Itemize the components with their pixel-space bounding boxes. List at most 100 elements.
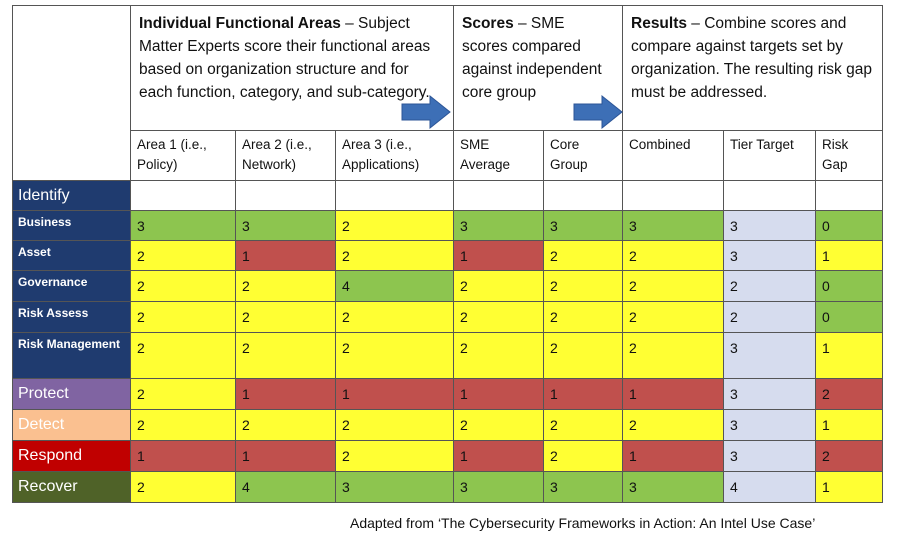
score: 3 <box>550 479 558 495</box>
value-cell: 2 <box>622 270 724 302</box>
value-cell: 2 <box>235 332 336 379</box>
value-cell: 2 <box>453 409 544 441</box>
value-cell: 2 <box>235 270 336 302</box>
value-cell: 2 <box>130 332 236 379</box>
value-cell: 3 <box>622 471 724 503</box>
column-label: Combined <box>629 137 691 152</box>
score: 1 <box>242 386 250 402</box>
value-cell: 2 <box>543 332 623 379</box>
value-cell: 2 <box>543 409 623 441</box>
row-label: Recover <box>18 478 78 495</box>
column-header: Combined <box>622 130 724 181</box>
value-cell: 2 <box>622 240 724 271</box>
score: 2 <box>822 448 830 464</box>
score: 3 <box>137 218 145 234</box>
score: 2 <box>550 417 558 433</box>
score: 2 <box>629 309 637 325</box>
value-cell: 1 <box>453 240 544 271</box>
value-cell: 2 <box>622 332 724 379</box>
row-label: Risk Management <box>18 337 121 351</box>
score: 1 <box>550 386 558 402</box>
column-label: Risk Gap <box>822 137 849 172</box>
value-cell: 2 <box>543 440 623 472</box>
row-header: Detect <box>12 409 131 441</box>
value-cell: 3 <box>723 240 816 271</box>
score: 4 <box>730 479 738 495</box>
score: 3 <box>550 218 558 234</box>
score: 1 <box>137 448 145 464</box>
corner-cell <box>12 5 131 181</box>
column-label: Core Group <box>550 137 588 172</box>
score: 2 <box>629 340 637 356</box>
value-cell: 3 <box>543 471 623 503</box>
score: 2 <box>550 278 558 294</box>
value-cell: 1 <box>235 378 336 410</box>
row-header: Respond <box>12 440 131 472</box>
value-cell: 0 <box>815 301 883 333</box>
value-cell: 3 <box>453 471 544 503</box>
value-cell: 1 <box>815 332 883 379</box>
value-cell: 2 <box>130 270 236 302</box>
row-label: Business <box>18 215 72 229</box>
score: 2 <box>460 278 468 294</box>
value-cell: 2 <box>130 471 236 503</box>
score: 3 <box>342 479 350 495</box>
value-cell: 1 <box>622 440 724 472</box>
value-cell: 3 <box>723 440 816 472</box>
value-cell: 2 <box>335 240 454 271</box>
score: 2 <box>242 309 250 325</box>
value-cell: 3 <box>723 332 816 379</box>
value-cell <box>235 180 336 211</box>
score: 1 <box>460 386 468 402</box>
value-cell: 2 <box>130 301 236 333</box>
score: 2 <box>730 309 738 325</box>
column-header: Area 2 (i.e., Network) <box>235 130 336 181</box>
score: 0 <box>822 309 830 325</box>
score: 3 <box>730 340 738 356</box>
score: 1 <box>822 479 830 495</box>
score: 2 <box>137 340 145 356</box>
score: 1 <box>242 448 250 464</box>
row-label: Identify <box>18 187 70 204</box>
score: 1 <box>242 248 250 264</box>
score: 1 <box>822 417 830 433</box>
value-cell: 1 <box>815 471 883 503</box>
row-header: Identify <box>12 180 131 211</box>
value-cell: 3 <box>130 210 236 241</box>
row-label: Asset <box>18 245 51 259</box>
score: 0 <box>822 218 830 234</box>
score: 2 <box>242 278 250 294</box>
row-header: Asset <box>12 240 131 271</box>
score: 3 <box>730 448 738 464</box>
value-cell: 4 <box>723 471 816 503</box>
value-cell: 3 <box>235 210 336 241</box>
score: 3 <box>730 218 738 234</box>
row-header: Governance <box>12 270 131 302</box>
value-cell: 2 <box>130 409 236 441</box>
score: 2 <box>342 417 350 433</box>
column-label: Area 1 (i.e., Policy) <box>137 137 207 172</box>
row-header: Recover <box>12 471 131 503</box>
score: 2 <box>342 448 350 464</box>
row-label: Risk Assess <box>18 306 89 320</box>
row-header: Business <box>12 210 131 241</box>
row-header: Protect <box>12 378 131 410</box>
score: 3 <box>460 479 468 495</box>
value-cell: 2 <box>235 301 336 333</box>
value-cell <box>815 180 883 211</box>
value-cell: 1 <box>815 409 883 441</box>
value-cell: 3 <box>335 471 454 503</box>
value-cell: 1 <box>235 440 336 472</box>
score: 2 <box>137 386 145 402</box>
value-cell <box>335 180 454 211</box>
score: 2 <box>342 309 350 325</box>
score: 2 <box>460 340 468 356</box>
column-label: Area 3 (i.e., Applications) <box>342 137 420 172</box>
value-cell: 2 <box>622 409 724 441</box>
value-cell: 1 <box>543 378 623 410</box>
footer: Adapted from ‘The Cybersecurity Framewor… <box>350 515 816 531</box>
value-cell <box>622 180 724 211</box>
score: 4 <box>342 278 350 294</box>
score: 2 <box>137 309 145 325</box>
value-cell: 1 <box>453 378 544 410</box>
